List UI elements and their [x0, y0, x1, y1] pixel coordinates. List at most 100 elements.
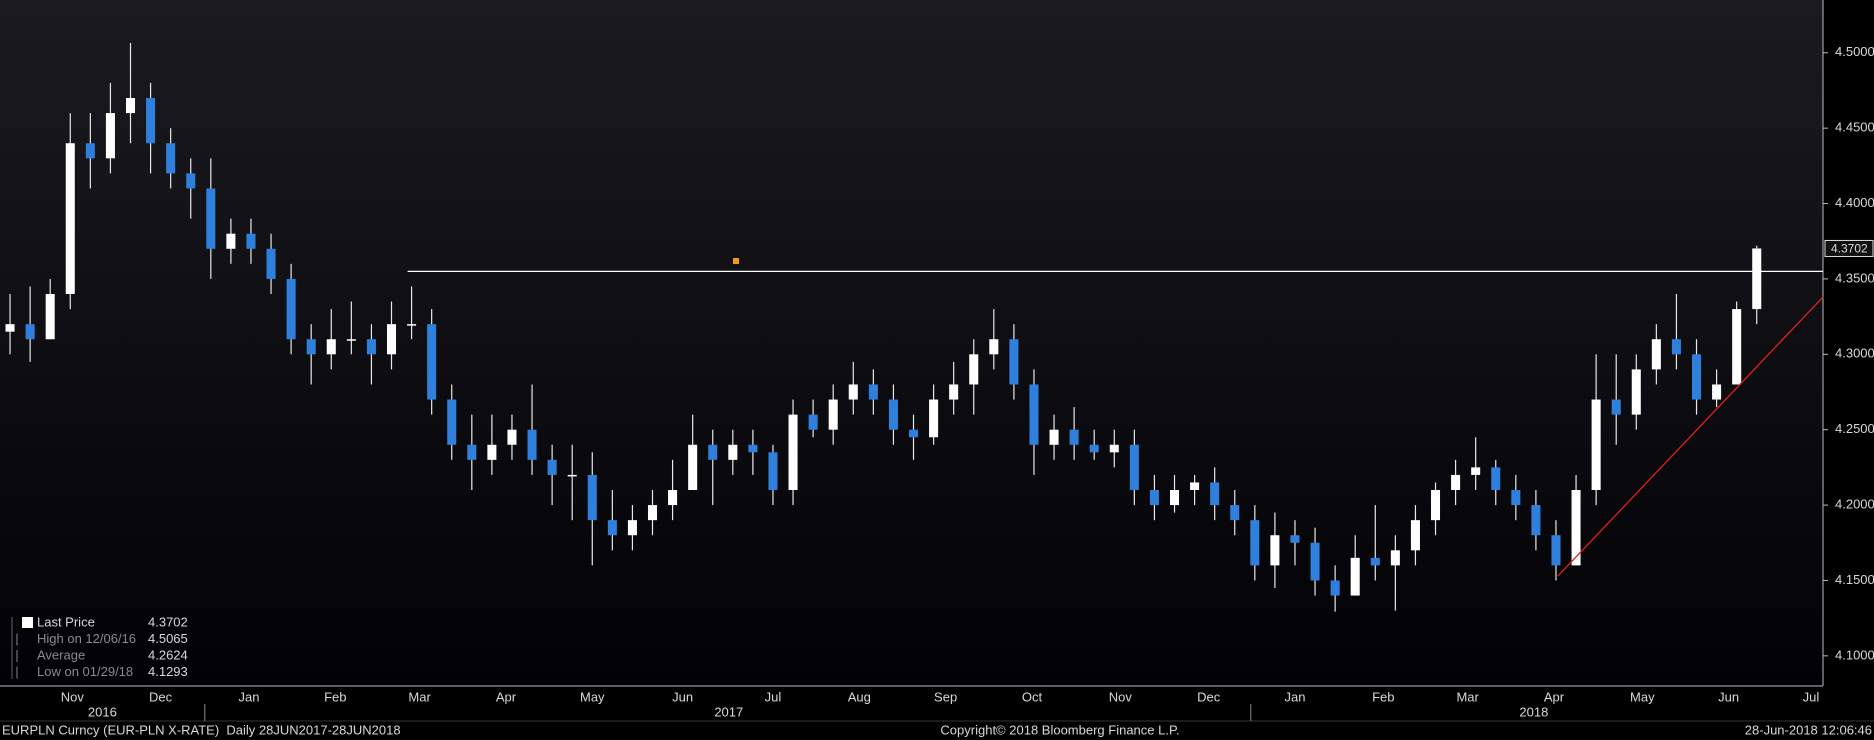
x-tick-label: Apr [496, 689, 517, 704]
footer-center: Copyright© 2018 Bloomberg Finance L.P. [940, 722, 1179, 737]
y-tick-label: 4.1500 [1835, 572, 1874, 587]
footer-right: 28-Jun-2018 12:06:46 [1745, 722, 1872, 737]
candle-body [1611, 399, 1621, 415]
x-tick-label: Apr [1544, 689, 1565, 704]
candle-body [146, 98, 156, 144]
candle-body [1250, 520, 1260, 566]
candle-body [1671, 339, 1681, 355]
candle-body [1049, 429, 1059, 445]
candle-body [186, 173, 196, 189]
legend-value: 4.5065 [148, 631, 188, 646]
candle-body [206, 188, 216, 249]
candle-body [1149, 490, 1159, 506]
legend-swatch [22, 617, 33, 628]
plot-background [0, 0, 1823, 686]
candle-body [1390, 550, 1400, 566]
candle-body [1069, 429, 1079, 445]
candle-body [1571, 490, 1581, 566]
x-tick-label: Jun [1718, 689, 1739, 704]
candle-body [346, 339, 356, 341]
trend-line [1557, 296, 1824, 577]
candle-body [166, 143, 176, 174]
candle-body [1129, 444, 1139, 490]
last-price-label: 4.3702 [1831, 242, 1868, 256]
x-tick-label: Mar [408, 689, 431, 704]
candle-body [748, 444, 758, 453]
candle-body [25, 324, 35, 340]
candle-body [1451, 474, 1461, 490]
y-tick-label: 4.4500 [1835, 120, 1874, 135]
candle-body [246, 233, 256, 249]
candle-body [647, 505, 658, 521]
legend-value: 4.1293 [148, 664, 188, 679]
last-price-tag [1824, 239, 1874, 257]
year-label: 2018 [1519, 704, 1548, 719]
y-tick-label: 4.3500 [1835, 270, 1874, 285]
candle-body [1732, 309, 1742, 385]
candle-body [989, 339, 999, 355]
candle-body [226, 233, 236, 249]
candle-body [467, 444, 477, 460]
x-tick-label: Jan [1284, 689, 1305, 704]
y-tick-label: 4.2000 [1835, 497, 1874, 512]
candle-body [1631, 369, 1641, 415]
candle-body [1651, 339, 1661, 370]
x-tick-label: Jan [238, 689, 259, 704]
candle-body [1330, 580, 1340, 596]
candle-body [1009, 339, 1019, 385]
candle-body [949, 384, 959, 400]
x-tick-label: May [580, 689, 605, 704]
candle-body [1410, 520, 1420, 551]
x-tick-label: Mar [1456, 689, 1479, 704]
candle-body [386, 324, 397, 355]
candle-body [1230, 505, 1240, 521]
x-tick-label: Nov [61, 689, 85, 704]
y-tick-label: 4.1000 [1835, 647, 1874, 662]
legend-label: Last Price [37, 614, 95, 629]
candle-body [487, 444, 497, 460]
candle-body [306, 339, 316, 355]
candle-body [1190, 482, 1200, 490]
candle-body [326, 339, 336, 355]
candle-body [567, 474, 577, 477]
legend-value: 4.2624 [148, 647, 188, 662]
candle-body [1491, 467, 1501, 490]
x-tick-label: Sep [934, 689, 957, 704]
candle-body [1350, 557, 1360, 596]
legend-label: Low on 01/29/18 [37, 664, 133, 679]
candle-body [1089, 444, 1099, 453]
x-tick-label: Jun [672, 689, 693, 704]
candle-body [1310, 542, 1320, 581]
candle-body [929, 399, 939, 438]
candle-body [507, 429, 517, 445]
candle-body [708, 444, 718, 460]
candle-body [1471, 467, 1481, 475]
x-tick-label: Dec [1197, 689, 1221, 704]
candle-body [1712, 384, 1722, 400]
candle-body [848, 384, 858, 400]
candle-body [65, 143, 75, 294]
candle-body [808, 414, 818, 430]
candle-body [1290, 535, 1300, 543]
candle-body [1531, 505, 1541, 536]
candle-body [908, 429, 919, 438]
x-tick-label: Feb [1372, 689, 1394, 704]
x-tick-label: Aug [848, 689, 871, 704]
x-tick-label: Dec [149, 689, 173, 704]
candle-body [105, 113, 115, 159]
x-tick-label: May [1630, 689, 1655, 704]
candle-body [868, 384, 878, 400]
y-tick-label: 4.4000 [1835, 195, 1874, 210]
y-tick-label: 4.3000 [1835, 346, 1874, 361]
candle-body [1691, 354, 1702, 400]
candle-body [447, 399, 457, 445]
candle-body [1270, 535, 1280, 566]
candle-body [627, 520, 637, 536]
candle-body [427, 324, 437, 400]
candle-body [1430, 490, 1441, 521]
candle-body [1370, 557, 1380, 566]
candle-body [788, 414, 798, 490]
candle-body [1169, 490, 1180, 506]
candle-body [969, 354, 979, 385]
